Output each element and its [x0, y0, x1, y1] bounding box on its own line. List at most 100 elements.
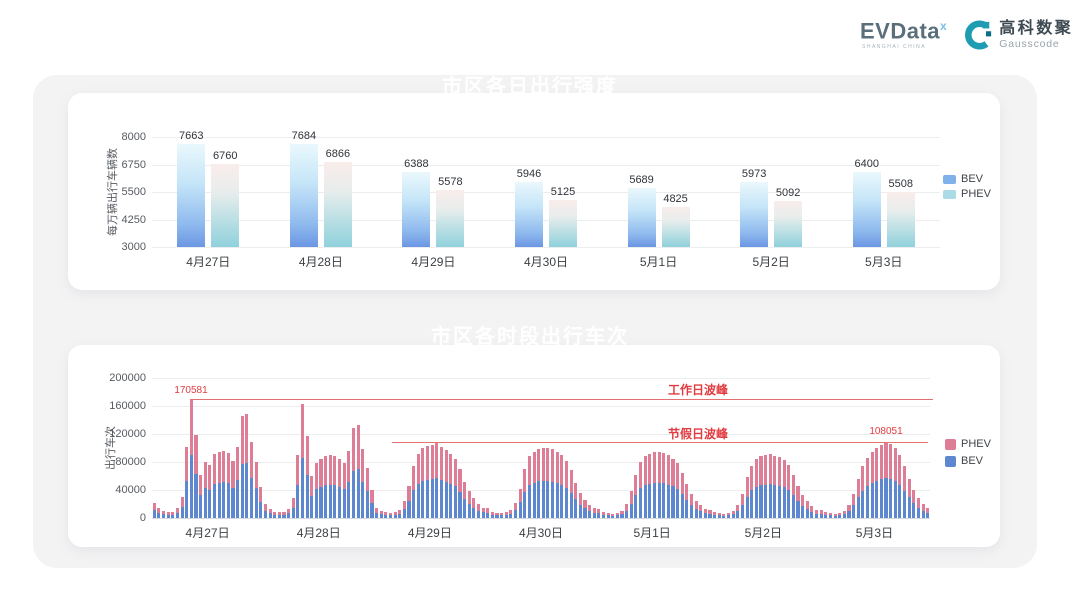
phev-stack-bar — [694, 500, 698, 509]
phev-stack-bar — [263, 504, 267, 511]
phev-stack-bar — [648, 453, 652, 484]
bev-bar — [177, 144, 206, 247]
bev-stack-bar — [532, 482, 536, 518]
bev-stack-bar — [435, 477, 439, 518]
phev-stack-bar — [842, 511, 846, 515]
phev-stack-bar — [814, 509, 819, 514]
legend-item-bev[interactable]: BEV — [943, 173, 983, 185]
bev-stack-bar — [226, 483, 230, 518]
bev-stack-bar — [277, 515, 281, 518]
bev-stack-bar — [518, 502, 522, 518]
gridline — [152, 164, 940, 166]
bev-stack-bar — [564, 487, 568, 518]
bev-stack-bar — [453, 486, 457, 518]
phev-stack-bar — [175, 508, 179, 513]
y-tick-label: 3000 — [121, 241, 146, 253]
phev-stack-bar — [740, 493, 744, 505]
phev-stack-bar — [852, 494, 856, 506]
phev-bar — [549, 200, 577, 247]
bev-stack-bar — [750, 490, 754, 518]
bev-bar-value: 6388 — [404, 158, 429, 171]
x-tick-label: 5月2日 — [744, 526, 782, 540]
phev-stack-bar — [421, 448, 425, 481]
phev-stack-bar — [736, 505, 740, 512]
trips-chart-card: 出行车次 0 40000 80000 120000 160000 200000 4月27日 4… — [68, 345, 1000, 547]
holiday-peak-line — [392, 442, 928, 444]
bev-stack-bar — [370, 503, 374, 518]
gridline — [152, 378, 930, 379]
bev-stack-bar — [551, 481, 555, 518]
phev-stack-bar — [699, 505, 703, 512]
phev-stack-bar — [254, 462, 258, 489]
phev-stack-bar — [532, 451, 536, 483]
gridline — [152, 192, 940, 193]
bev-stack-bar — [597, 513, 601, 518]
bev-stack-bar — [342, 489, 346, 518]
bev-stack-bar — [305, 474, 309, 518]
phev-stack-bar — [828, 513, 832, 516]
bev-stack-bar — [689, 505, 694, 518]
legend-item-phev-trips[interactable]: PHEV — [945, 438, 991, 450]
phev-stack-bar — [208, 464, 212, 490]
phev-stack-bar — [523, 469, 527, 493]
phev-stack-bar — [629, 491, 633, 504]
x-tick-label: 5月2日 — [752, 255, 790, 269]
phev-stack-bar — [555, 451, 559, 483]
bev-stack-bar — [916, 507, 920, 518]
bev-stack-bar — [527, 485, 531, 518]
header-logos: EVDatax SHANGHAI CHINA 高科数聚 Gausscode — [860, 20, 1073, 51]
bev-bar — [627, 187, 656, 247]
bev-legend-swatch — [943, 174, 956, 184]
phev-stack-bar — [490, 511, 494, 515]
phev-stack-bar — [425, 445, 430, 480]
phev-stack-bar — [564, 460, 568, 488]
bev-stack-bar — [759, 485, 763, 518]
phev-stack-bar — [588, 504, 592, 511]
gausscode-en-text: Gausscode — [999, 38, 1060, 51]
bev-stack-bar — [574, 499, 578, 518]
bev-stack-bar — [902, 490, 907, 518]
bev-stack-bar — [819, 513, 823, 518]
x-tick-label: 5月3日 — [855, 526, 894, 540]
bev-stack-bar — [870, 483, 874, 518]
y-tick-label: 6750 — [121, 158, 146, 171]
bev-stack-bar — [472, 507, 476, 518]
bev-stack-bar — [893, 480, 897, 518]
bev-stack-bar — [652, 483, 656, 518]
bev-legend-label: BEV — [961, 173, 984, 185]
bev-stack-bar — [889, 478, 893, 518]
phev-stack-bar — [365, 467, 369, 492]
phev-stack-bar — [338, 459, 342, 487]
bev-stack-bar — [430, 479, 434, 518]
phev-stack-bar — [273, 511, 277, 515]
phev-stack-bar — [907, 478, 911, 498]
phev-bar-value: 5578 — [438, 176, 463, 189]
phev-stack-bar — [472, 498, 476, 508]
phev-stack-bar — [236, 446, 240, 481]
bev-stack-bar — [250, 477, 254, 518]
phev-stack-bar — [157, 508, 161, 513]
phev-stack-bar — [439, 446, 443, 481]
bev-stack-bar — [629, 503, 633, 518]
bev-stack-bar — [657, 482, 661, 518]
intensity-plot-area: 3000 4250 5500 6750 8000 4月27日 7663 6760 4月28日 76… — [68, 93, 1000, 290]
phev-stack-bar — [518, 488, 522, 503]
legend-item-phev[interactable]: PHEV — [943, 188, 991, 200]
phev-legend-swatch — [945, 438, 956, 450]
bev-stack-bar — [685, 500, 689, 518]
bev-stack-bar — [773, 484, 777, 518]
phev-stack-bar — [893, 448, 897, 481]
bev-stack-bar — [694, 508, 698, 518]
bev-stack-bar — [449, 483, 453, 518]
bev-stack-bar — [338, 486, 342, 518]
bev-stack-bar — [513, 509, 518, 518]
bev-stack-bar — [754, 486, 758, 518]
phev-stack-bar — [611, 513, 615, 516]
bev-stack-bar — [601, 514, 606, 518]
bev-stack-bar — [680, 494, 684, 518]
bev-stack-bar — [375, 512, 379, 518]
weekday-peak-line — [191, 399, 933, 401]
phev-legend-swatch — [943, 189, 956, 199]
legend-item-bev-trips[interactable]: BEV — [945, 455, 983, 467]
phev-stack-bar — [412, 465, 416, 491]
